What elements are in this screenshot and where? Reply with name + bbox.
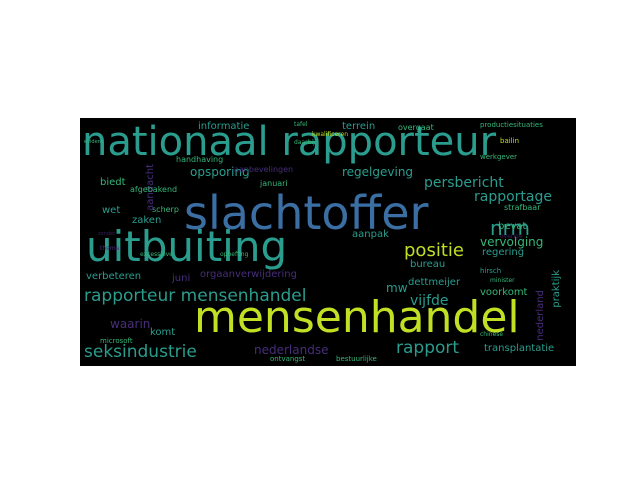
word-regering: regering [482,247,525,258]
word-handhaving: handhaving [176,155,224,164]
word-komt: komt [150,327,176,338]
word-opheffing: opheffing [220,251,249,258]
word-excessieve: excessieve [140,251,173,258]
word-microsoft: microsoft [100,337,133,345]
word-verbeteren: verbeteren [86,271,142,282]
word-mw: mw [386,281,408,295]
word-strafbaar: strafbaar [504,203,541,212]
word-aanbevelingen: aanbevelingen [234,165,294,174]
word-mensenhandel: mensenhandel [194,292,520,343]
word-zonder: zonder [98,231,116,237]
word-nederland: nederland [535,290,546,341]
word-overgaat: overgaat [398,123,434,132]
word-kwalificeren: kwalificeren [312,131,348,138]
word-orgaanverwijdering: orgaanverwijdering [200,269,297,280]
word-transplantatie: transplantatie [484,343,555,354]
word-evident: evident [84,139,103,145]
word-seksindustrie: seksindustrie [84,342,197,362]
word-positie: positie [404,240,464,261]
word-rapportage: rapportage [474,189,552,205]
word-cloud: nationaal rapporteur slachtoffer uitbuit… [80,118,576,366]
word-rapporteur-mensenhandel: rapporteur mensenhandel [84,286,307,306]
word-juni: juni [172,273,191,284]
word-werkgever: werkgever [480,153,518,161]
word-regelgeving: regelgeving [342,165,414,179]
word-daarbij: daarbij [294,139,315,146]
word-vijfde: vijfde [410,293,449,309]
word-januari: januari [260,179,288,188]
word-bureau: bureau [410,259,446,270]
word-tafel: tafel [294,121,308,128]
word-nederlandse: nederlandse [254,343,329,357]
word-praktijk: praktijk [551,270,562,308]
word-scherp: scherp [152,205,179,214]
word-minister: minister [490,277,515,284]
word-afgebakend: afgebakend [130,185,178,194]
word-bailin: bailin [500,137,520,145]
word-slachtoffer: slachtoffer [184,186,429,240]
word-informatie: informatie [198,121,250,132]
word-biedt: biedt [100,177,126,188]
word-chinese: chinese [480,331,504,338]
word-overige: overige [500,233,523,240]
word-bevat: bevat [498,221,527,232]
word-ontvangst: ontvangst [270,355,306,363]
word-persbericht: persbericht [424,175,504,191]
word-hirsch: hirsch [480,267,502,275]
word-voorkomt: voorkomt [480,287,528,298]
word-nationaal-rapporteur: nationaal rapporteur [82,119,497,165]
word-bestuurlijke: bestuurlijke [336,355,377,363]
word-nrm: nrm [490,216,531,240]
word-zaken: zaken [132,215,162,226]
word-waarin: waarin [110,317,151,331]
word-vervolging: vervolging [480,235,544,249]
word-rapport: rapport [396,338,460,358]
word-aanpak: aanpak [352,229,389,240]
word-dettmeijer: dettmeijer [408,277,461,288]
word-wet: wet [102,205,121,216]
word-opsporing: opsporing [190,165,250,179]
word-uitbuiting: uitbuiting [86,222,288,271]
word-terrein: terrein [342,121,376,132]
word-thema: thema [100,245,120,252]
word-productiesituaties: productiesituaties [480,121,543,129]
